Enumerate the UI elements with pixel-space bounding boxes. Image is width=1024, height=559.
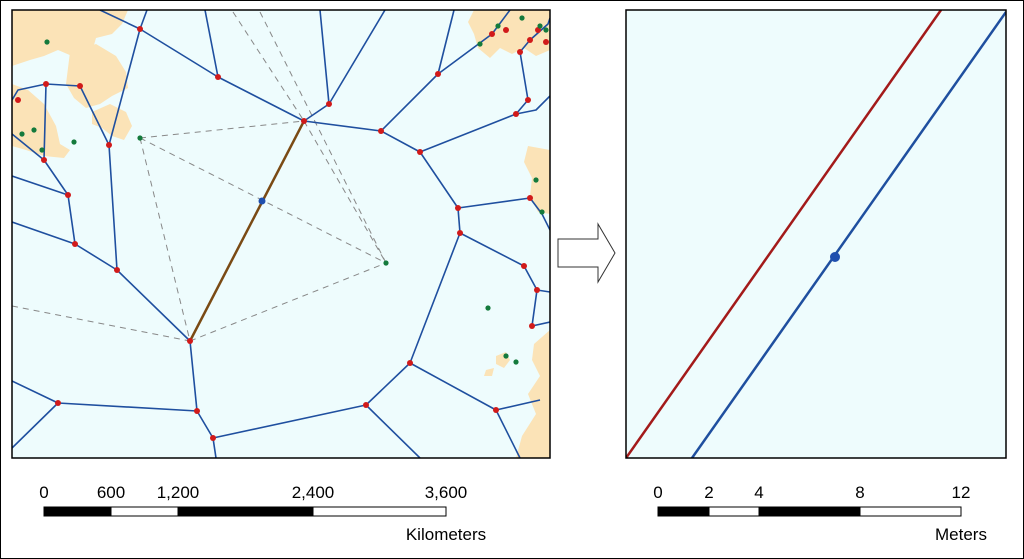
left-scalebar: 0 600 1,200 2,400 3,600 Kilometers — [39, 483, 486, 544]
right-scale-tick-0: 0 — [653, 483, 662, 502]
land-labrador — [66, 44, 128, 108]
left-scale-tick-1200: 1,200 — [157, 483, 200, 502]
red-boundary-line — [626, 10, 943, 458]
blue-boundary-line — [690, 11, 1006, 458]
left-scale-tick-600: 600 — [97, 483, 125, 502]
left-scale-seg-2 — [110, 506, 179, 517]
right-scale-seg-4 — [859, 506, 962, 517]
land-island-b — [484, 368, 494, 376]
edge-midpoint — [258, 197, 266, 205]
land-scandinavia — [468, 10, 550, 58]
land-newfoundland — [92, 104, 132, 140]
land-iberia — [516, 330, 550, 458]
site-points — [19, 15, 549, 365]
right-scale-seg-2 — [708, 506, 760, 517]
right-map-water — [626, 10, 1006, 458]
detail-map — [625, 9, 1007, 459]
right-scale-tick-2: 2 — [704, 483, 713, 502]
right-scale-tick-12: 12 — [952, 483, 971, 502]
land-northwest — [12, 10, 128, 66]
overview-map — [11, 9, 551, 459]
left-scale-seg-1 — [43, 506, 112, 517]
right-scale-seg-1 — [657, 506, 710, 517]
dashed-links — [12, 11, 387, 342]
right-scale-tick-8: 8 — [855, 483, 864, 502]
left-scale-seg-3 — [177, 506, 314, 517]
right-scale-seg-3 — [758, 506, 861, 517]
detail-point — [830, 252, 840, 262]
right-scale-unit: Meters — [935, 525, 987, 544]
left-scale-tick-3600: 3,600 — [425, 483, 468, 502]
left-scale-unit: Kilometers — [406, 525, 486, 544]
land-west-coast — [12, 84, 70, 158]
selected-voronoi-edge — [188, 120, 306, 342]
right-arrow-icon — [557, 222, 616, 284]
right-scalebar: 0 2 4 8 12 Meters — [653, 483, 987, 544]
land-masses — [12, 10, 550, 458]
left-scale-tick-2400: 2,400 — [292, 483, 335, 502]
right-scale-tick-4: 4 — [754, 483, 763, 502]
right-map-border — [625, 9, 1007, 459]
left-scale-tick-0: 0 — [39, 483, 48, 502]
left-map-border — [11, 9, 551, 459]
voronoi-vertices — [15, 26, 549, 441]
left-scale-seg-4 — [312, 506, 447, 517]
